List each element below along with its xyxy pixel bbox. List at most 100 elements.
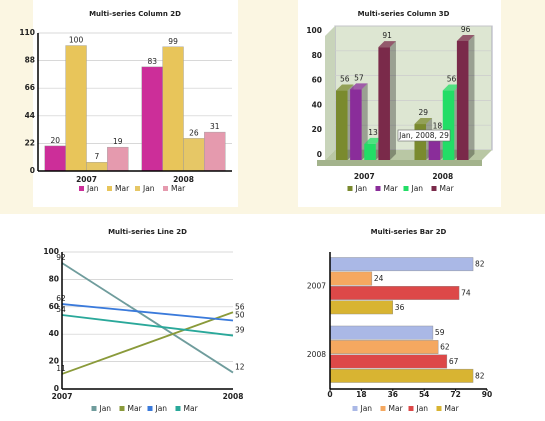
legend-swatch xyxy=(380,406,386,411)
chart-title: Multi-series Bar 2D xyxy=(371,228,447,236)
x-tick-label: 90 xyxy=(482,390,492,399)
bar-front xyxy=(364,143,376,160)
data-label: 92 xyxy=(56,253,66,262)
legend-swatch xyxy=(163,186,168,191)
y-tick-label: 88 xyxy=(25,56,35,65)
y-tick-label: 20 xyxy=(312,125,322,134)
legend-label: Jan xyxy=(355,184,368,193)
legend-swatch xyxy=(147,406,153,411)
x-tick-label: 72 xyxy=(450,390,460,399)
legend-label: Jan xyxy=(142,184,155,193)
legend-swatch xyxy=(347,186,353,191)
legend-swatch xyxy=(431,186,437,191)
data-label: 12 xyxy=(235,363,245,372)
data-label: 62 xyxy=(56,294,66,303)
bar xyxy=(329,340,439,354)
data-label: 56 xyxy=(447,75,457,84)
y-tick-label: 40 xyxy=(49,329,59,338)
legend-swatch xyxy=(352,406,358,411)
data-label: 26 xyxy=(189,128,199,137)
data-label: 54 xyxy=(56,305,66,314)
y-tick-label: 60 xyxy=(312,76,322,85)
y-tick-label: 80 xyxy=(312,51,322,60)
bar xyxy=(329,300,393,315)
y-tick-label: 100 xyxy=(43,247,59,256)
bar-front xyxy=(378,47,390,160)
x-tick-label: 54 xyxy=(419,390,429,399)
data-label: 36 xyxy=(395,303,405,312)
bar xyxy=(329,354,448,369)
x-tick-label: 2008 xyxy=(173,175,194,184)
bar-front xyxy=(414,124,427,160)
bar xyxy=(329,271,373,286)
data-label: 29 xyxy=(419,108,429,117)
bar-top xyxy=(364,137,382,144)
y-tick-label: 0 xyxy=(317,150,322,159)
bar xyxy=(86,162,108,172)
y-tick-label: 2007 xyxy=(307,281,326,290)
line xyxy=(61,303,234,322)
floor-edge xyxy=(317,160,482,166)
y-tick-label: 0 xyxy=(30,166,35,175)
bar-front xyxy=(428,137,441,160)
bar xyxy=(329,368,474,383)
bar-top xyxy=(414,118,433,125)
data-label: 50 xyxy=(235,311,245,320)
legend-swatch xyxy=(107,186,112,191)
bar xyxy=(183,138,205,172)
tooltip-box xyxy=(397,129,451,142)
line xyxy=(61,262,234,374)
x-tick-label: 2007 xyxy=(52,392,73,401)
legend-label: Mar xyxy=(115,184,130,193)
legend-label: Jan xyxy=(360,404,373,413)
data-label: 20 xyxy=(50,136,60,145)
bar-front xyxy=(456,40,469,160)
bar-side xyxy=(361,83,368,160)
bar-top xyxy=(378,41,396,48)
bar-top xyxy=(442,84,461,91)
legend-swatch xyxy=(408,406,414,411)
legend-swatch xyxy=(436,406,442,411)
legend-label: Mar xyxy=(184,404,199,413)
y-tick-label: 60 xyxy=(49,302,59,311)
data-label: 39 xyxy=(235,326,245,335)
legend-label: Jan xyxy=(155,404,168,413)
y-tick-label: 44 xyxy=(25,111,35,120)
data-label: 7 xyxy=(95,152,100,161)
x-tick-label: 0 xyxy=(327,390,332,399)
legend-swatch xyxy=(403,186,409,191)
bar-side xyxy=(468,34,475,160)
bar-front xyxy=(442,90,455,160)
legend-swatch xyxy=(135,186,140,191)
bar xyxy=(141,66,163,172)
data-label: 18 xyxy=(433,122,443,131)
y-tick-label: 22 xyxy=(25,138,35,147)
side-wall xyxy=(325,26,335,160)
legend-swatch xyxy=(79,186,84,191)
data-label: 57 xyxy=(354,73,364,82)
x-tick-label: 2008 xyxy=(432,172,453,181)
legend-label: Mar xyxy=(440,184,455,193)
bar xyxy=(329,325,434,340)
legend-label: Jan xyxy=(416,404,429,413)
legend-label: Mar xyxy=(171,184,186,193)
bar-top xyxy=(350,83,368,90)
data-label: 82 xyxy=(475,371,485,380)
chart-title: Multi-series Column 3D xyxy=(358,10,450,18)
data-label: 96 xyxy=(461,25,471,34)
y-tick-label: 110 xyxy=(19,28,35,37)
data-label: 31 xyxy=(210,122,220,131)
bar xyxy=(329,257,474,272)
bar-front xyxy=(350,89,362,160)
legend-label: Jan xyxy=(99,404,112,413)
bar xyxy=(44,145,66,172)
data-label: 99 xyxy=(168,37,178,46)
bar xyxy=(378,41,396,160)
y-tick-label: 66 xyxy=(25,83,35,92)
data-label: 100 xyxy=(69,36,84,45)
y-tick-label: 40 xyxy=(312,100,322,109)
legend-swatch xyxy=(175,406,181,411)
line xyxy=(61,314,234,337)
y-tick-label: 0 xyxy=(54,384,59,393)
